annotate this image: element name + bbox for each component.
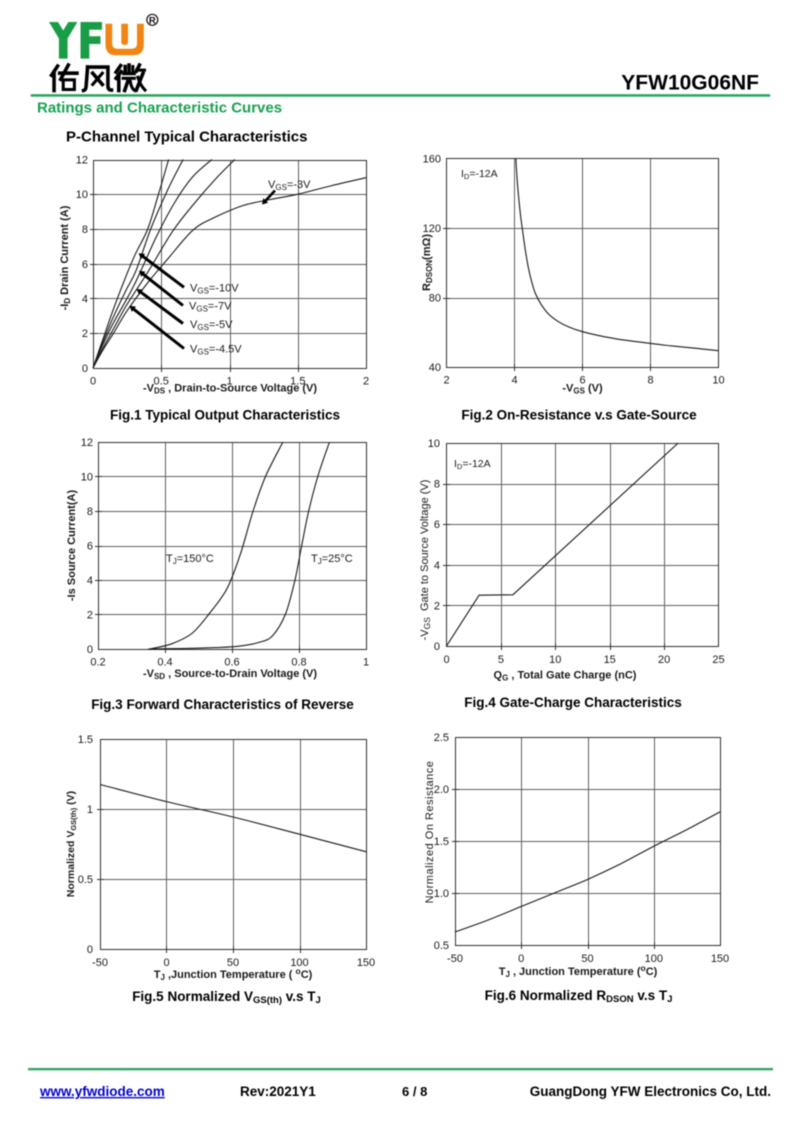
svg-text:120: 120 bbox=[423, 223, 441, 235]
svg-text:0: 0 bbox=[87, 644, 93, 656]
svg-text:-VDS , Drain-to-Source Voltage: -VDS , Drain-to-Source Voltage (V) bbox=[143, 383, 317, 396]
svg-text:Fig.1 Typical Output Character: Fig.1 Typical Output Characteristics bbox=[110, 408, 340, 423]
svg-text:150: 150 bbox=[357, 957, 375, 969]
svg-text:10: 10 bbox=[428, 438, 440, 450]
svg-text:10: 10 bbox=[76, 189, 88, 201]
svg-text:0: 0 bbox=[163, 957, 169, 969]
svg-text:RDSON(mΩ): RDSON(mΩ) bbox=[421, 234, 434, 291]
svg-text:1.5: 1.5 bbox=[434, 836, 449, 848]
svg-text:Normalized On Resistance: Normalized On Resistance bbox=[424, 761, 436, 904]
svg-text:-50: -50 bbox=[92, 957, 108, 969]
svg-text:12: 12 bbox=[81, 437, 93, 449]
svg-text:VGS=-3V: VGS=-3V bbox=[268, 179, 311, 192]
svg-text:40: 40 bbox=[429, 362, 441, 374]
svg-text:25: 25 bbox=[712, 654, 724, 666]
svg-text:2: 2 bbox=[434, 600, 440, 612]
svg-text:4: 4 bbox=[511, 375, 517, 387]
svg-text:Fig.6 Normalized RDSON v.s TJ: Fig.6 Normalized RDSON v.s TJ bbox=[485, 988, 673, 1005]
svg-text:Fig.5 Normalized VGS(th) v.s T: Fig.5 Normalized VGS(th) v.s TJ bbox=[132, 989, 321, 1006]
svg-text:TJ=25°C: TJ=25°C bbox=[311, 553, 353, 566]
svg-text:Fig.3 Forward Characteristics: Fig.3 Forward Characteristics of Reverse bbox=[91, 697, 354, 712]
svg-text:0.5: 0.5 bbox=[154, 376, 169, 388]
svg-text:50: 50 bbox=[581, 953, 593, 965]
svg-text:R: R bbox=[149, 15, 156, 26]
svg-text:50: 50 bbox=[227, 957, 239, 969]
svg-text:QG , Total Gate Charge (nC): QG , Total Gate Charge (nC) bbox=[494, 670, 637, 683]
svg-text:1.5: 1.5 bbox=[290, 376, 305, 388]
svg-text:1.0: 1.0 bbox=[434, 888, 449, 900]
svg-text:2: 2 bbox=[363, 376, 369, 388]
svg-text:-50: -50 bbox=[447, 953, 463, 965]
svg-text:ID=-12A: ID=-12A bbox=[461, 168, 498, 181]
svg-text:-Is Source Current(A): -Is Source Current(A) bbox=[66, 490, 78, 602]
svg-text:4: 4 bbox=[87, 575, 93, 587]
svg-text:5: 5 bbox=[498, 654, 504, 666]
svg-text:8: 8 bbox=[647, 375, 653, 387]
svg-text:Fig.2 On-Resistance v.s Gate-S: Fig.2 On-Resistance v.s Gate-Source bbox=[461, 408, 697, 423]
svg-text:2: 2 bbox=[87, 610, 93, 622]
svg-text:6 / 8: 6 / 8 bbox=[402, 1084, 427, 1099]
svg-text:YFW10G06NF: YFW10G06NF bbox=[621, 72, 759, 95]
svg-text:Fig.4 Gate-Charge Characterist: Fig.4 Gate-Charge Characteristics bbox=[464, 695, 682, 710]
svg-text:0: 0 bbox=[434, 641, 440, 653]
svg-text:0.5: 0.5 bbox=[78, 874, 93, 886]
svg-text:-VGS (V): -VGS (V) bbox=[562, 383, 603, 396]
svg-text:2.0: 2.0 bbox=[434, 784, 449, 796]
svg-text:TJ , Junction Temperature (oC): TJ , Junction Temperature (oC) bbox=[499, 963, 658, 979]
svg-text:ID=-12A: ID=-12A bbox=[454, 458, 491, 471]
svg-text:0: 0 bbox=[87, 944, 93, 956]
svg-text:0: 0 bbox=[443, 654, 449, 666]
svg-text:160: 160 bbox=[423, 154, 441, 166]
svg-text:0.2: 0.2 bbox=[90, 657, 105, 669]
svg-text:15: 15 bbox=[604, 654, 616, 666]
svg-text:www.yfwdiode.com: www.yfwdiode.com bbox=[39, 1084, 165, 1099]
svg-text:6: 6 bbox=[434, 519, 440, 531]
svg-text:8: 8 bbox=[82, 224, 88, 236]
svg-text:VGS=-4.5V: VGS=-4.5V bbox=[190, 344, 242, 357]
svg-text:0: 0 bbox=[82, 363, 88, 375]
svg-text:2: 2 bbox=[443, 375, 449, 387]
svg-text:VGS=-5V: VGS=-5V bbox=[190, 319, 233, 332]
svg-text:1: 1 bbox=[363, 657, 369, 669]
svg-text:0: 0 bbox=[90, 376, 96, 388]
svg-text:80: 80 bbox=[429, 293, 441, 305]
svg-text:10: 10 bbox=[549, 654, 561, 666]
svg-text:VGS=-10V: VGS=-10V bbox=[190, 283, 239, 296]
svg-text:8: 8 bbox=[87, 506, 93, 518]
svg-text:1.5: 1.5 bbox=[78, 734, 93, 746]
svg-text:0.8: 0.8 bbox=[291, 657, 306, 669]
svg-text:10: 10 bbox=[81, 472, 93, 484]
svg-text:150: 150 bbox=[711, 953, 729, 965]
svg-text:6: 6 bbox=[87, 541, 93, 553]
svg-text:TJ ,Junction Temperature ( oC): TJ ,Junction Temperature ( oC) bbox=[154, 966, 313, 982]
svg-text:8: 8 bbox=[434, 479, 440, 491]
svg-text:10: 10 bbox=[712, 375, 724, 387]
svg-text:Normalized VGS(th) (V): Normalized VGS(th) (V) bbox=[65, 791, 78, 897]
svg-text:Rev:2021Y1: Rev:2021Y1 bbox=[240, 1084, 316, 1099]
svg-text:-ID Drain Current (A): -ID Drain Current (A) bbox=[59, 205, 72, 310]
svg-text:GuangDong YFW Electronics Co,: GuangDong YFW Electronics Co, Ltd. bbox=[530, 1084, 771, 1099]
svg-text:20: 20 bbox=[658, 654, 670, 666]
svg-text:Ratings and Characteristic Cur: Ratings and Characteristic Curves bbox=[37, 99, 282, 116]
svg-text:0: 0 bbox=[518, 953, 524, 965]
svg-text:1: 1 bbox=[226, 376, 232, 388]
svg-text:0.4: 0.4 bbox=[157, 657, 172, 669]
svg-text:0.6: 0.6 bbox=[224, 657, 239, 669]
svg-text:6: 6 bbox=[82, 259, 88, 271]
svg-text:2.5: 2.5 bbox=[434, 732, 449, 744]
svg-text:-VGS Gate to Source Voltage (: -VGS Gate to Source Voltage (V) bbox=[419, 480, 432, 641]
svg-text:4: 4 bbox=[434, 560, 440, 572]
svg-text:1: 1 bbox=[87, 804, 93, 816]
svg-text:VGS=-7V: VGS=-7V bbox=[189, 301, 232, 314]
svg-text:0.5: 0.5 bbox=[434, 940, 449, 952]
svg-text:100: 100 bbox=[290, 957, 308, 969]
svg-text:-VSD , Source-to-Drain Voltage: -VSD , Source-to-Drain Voltage (V) bbox=[143, 668, 317, 681]
svg-text:100: 100 bbox=[645, 953, 663, 965]
svg-text:P-Channel Typical Characterist: P-Channel Typical Characteristics bbox=[66, 129, 307, 146]
svg-text:12: 12 bbox=[76, 155, 88, 167]
svg-text:2: 2 bbox=[82, 328, 88, 340]
svg-text:6: 6 bbox=[579, 375, 585, 387]
svg-text:4: 4 bbox=[82, 294, 88, 306]
svg-text:TJ=150°C: TJ=150°C bbox=[166, 553, 214, 566]
